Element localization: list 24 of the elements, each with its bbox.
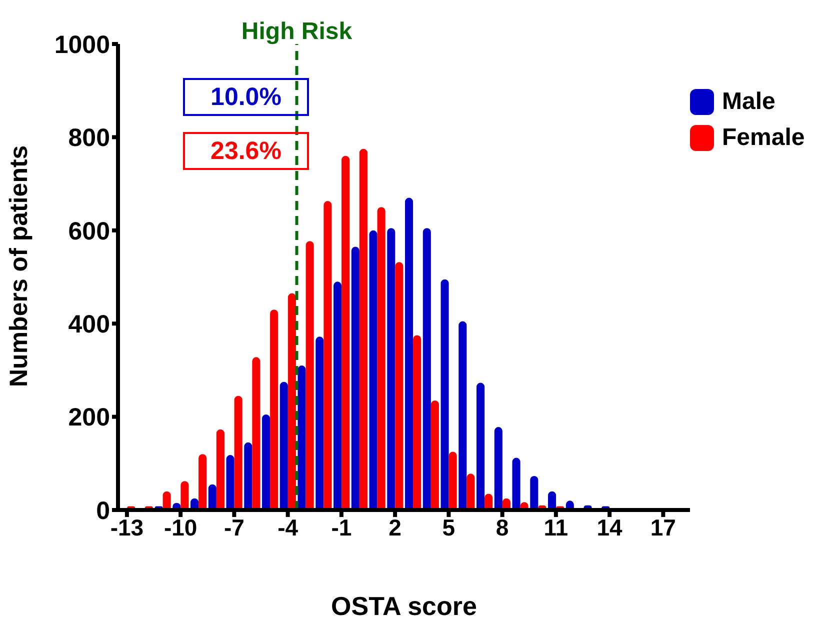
y-tick-label: 400 <box>68 310 110 338</box>
legend-label: Female <box>722 124 805 152</box>
x-tick-label: 8 <box>496 514 509 540</box>
x-tick-label: 17 <box>650 514 676 540</box>
x-tick-label: 14 <box>596 514 623 540</box>
x-tick-label: -13 <box>110 514 144 540</box>
x-axis-title: OSTA score <box>331 591 477 621</box>
x-tick-label: -10 <box>164 514 198 540</box>
x-tick-label: 2 <box>388 514 402 540</box>
ref-line-label: High Risk <box>241 18 353 45</box>
x-tick-label: 11 <box>544 514 568 540</box>
y-tick-label: 0 <box>96 496 110 525</box>
x-tick-label: -4 <box>278 514 298 540</box>
annotation: 10.0% <box>183 78 309 116</box>
y-tick-label: 800 <box>68 124 110 152</box>
x-tick-label: -1 <box>331 514 352 540</box>
legend-label: Male <box>722 88 776 116</box>
y-tick-label: 1000 <box>54 30 110 59</box>
x-tick-label: 5 <box>442 514 456 540</box>
y-tick-label: 600 <box>68 217 110 246</box>
y-tick-label: 200 <box>68 404 110 432</box>
y-axis-title: Numbers of patients <box>4 145 33 387</box>
x-tick-label: -7 <box>224 514 244 540</box>
annotation: 23.6% <box>183 132 309 170</box>
